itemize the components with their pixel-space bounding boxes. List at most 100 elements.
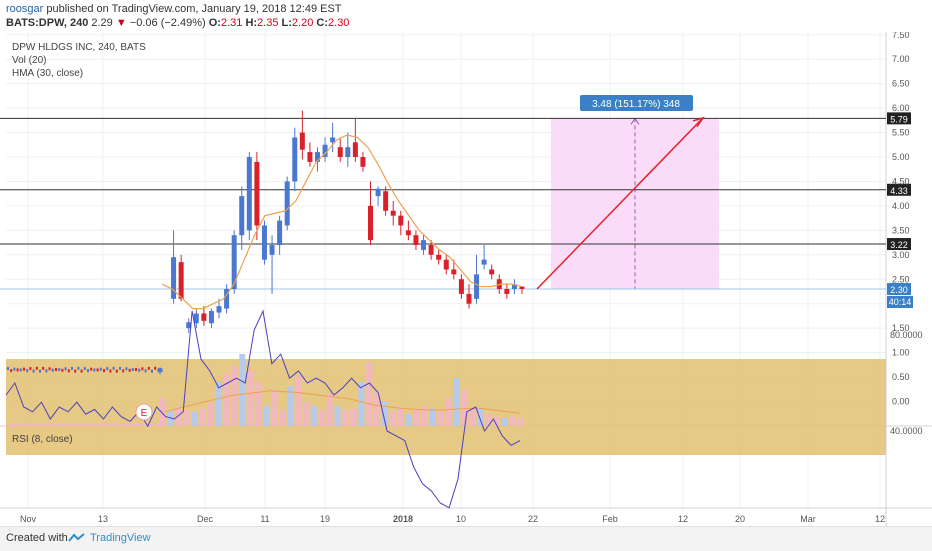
volume-bar <box>199 408 206 426</box>
high-value: 2.35 <box>257 17 279 29</box>
volume-bar <box>469 410 476 426</box>
volume-bar <box>24 424 27 426</box>
volume-bar <box>156 424 159 426</box>
candle-body <box>474 274 480 299</box>
candle-body <box>345 147 351 157</box>
axes: 0.000.501.001.502.002.503.003.504.004.50… <box>20 32 923 524</box>
publish-line: roosgar published on TradingView.com, Ja… <box>6 3 342 15</box>
volume-bar <box>461 390 468 426</box>
publish-text: published on TradingView.com, January 19… <box>46 3 342 15</box>
volume-bar <box>191 411 198 426</box>
legend-hma[interactable]: HMA (30, close) <box>12 68 84 79</box>
legend-volume[interactable]: Vol (20) <box>12 55 47 66</box>
volume-bar <box>271 390 278 426</box>
candle-body <box>224 289 230 309</box>
measure-badge-bg <box>580 95 693 111</box>
volume-bar <box>294 376 301 426</box>
volume-bar <box>28 424 31 426</box>
volume-bar <box>334 406 341 426</box>
horizontal-lines[interactable]: 5.79 4.33 3.22 <box>0 112 911 290</box>
price-tag-bg <box>887 283 911 296</box>
time-tick-label: Mar <box>800 514 816 524</box>
price-tick-label: 6.00 <box>892 103 910 113</box>
hline-label-bg <box>887 183 911 196</box>
price-tick-label: 6.50 <box>892 79 910 89</box>
down-arrow-icon: ▼ <box>115 17 127 29</box>
rsi-line <box>5 309 521 509</box>
price-tick-label: 0.00 <box>892 397 910 407</box>
volume-bar <box>96 424 99 426</box>
price-chart[interactable]: 5.794.333.22 0.000.501.001.502.002.503.0… <box>0 32 932 526</box>
legend-rsi[interactable]: RSI (8, close) <box>12 434 73 445</box>
volume-bar <box>302 402 309 426</box>
volume-bar <box>136 424 139 426</box>
volume-bar <box>152 424 155 426</box>
candle-body <box>405 230 411 236</box>
candle-body <box>178 262 184 299</box>
volume-bar <box>148 424 151 426</box>
candle-body <box>277 220 283 246</box>
candle-body <box>436 254 442 260</box>
volume-bar <box>318 410 325 426</box>
volume-bar <box>128 424 131 426</box>
volume-bar <box>64 424 67 426</box>
last-price: 2.29 <box>91 17 113 29</box>
volume-bar <box>44 424 47 426</box>
volume-bar <box>84 424 87 426</box>
volume-bar <box>485 414 492 426</box>
target-zone[interactable] <box>551 117 719 290</box>
candle-body <box>201 313 207 321</box>
candle-body <box>428 245 434 255</box>
high-label: H: <box>245 17 258 29</box>
volume-bar <box>112 424 115 426</box>
volume-bar <box>310 406 317 426</box>
volume-bar <box>32 424 35 426</box>
candle-body <box>519 286 525 290</box>
rsi-tick-label: 80.0000 <box>890 330 923 340</box>
volume-bar <box>255 382 262 426</box>
time-tick-label: Feb <box>602 514 618 524</box>
volume-bar <box>493 416 500 426</box>
candle-body <box>330 137 336 143</box>
close-label: C: <box>316 17 329 29</box>
volume-bar <box>374 392 381 426</box>
candle-body <box>269 245 275 255</box>
price-tick-label: 5.50 <box>892 128 910 138</box>
hline-label: 3.22 <box>890 240 908 250</box>
candle-body <box>383 191 389 211</box>
hline-label-bg <box>887 238 911 251</box>
time-tick-label: Nov <box>20 514 37 524</box>
tradingview-logo-icon <box>68 533 85 542</box>
chart-header: roosgar published on TradingView.com, Ja… <box>0 0 932 32</box>
volume-bar <box>509 416 516 426</box>
annotations: 2.30 40:14 3.48 (151.17%) 348 E <box>135 95 913 421</box>
countdown-label: 40:14 <box>889 297 912 307</box>
volume-bar <box>477 408 484 426</box>
volume-bar <box>421 406 428 426</box>
candle-body <box>307 152 313 162</box>
volume-bar <box>36 424 39 426</box>
candle-body <box>489 269 495 275</box>
author-link[interactable]: roosgar <box>6 3 44 15</box>
candle-body <box>443 259 449 270</box>
volume-bar <box>68 424 71 426</box>
candle-body <box>481 259 487 265</box>
volume-bars <box>8 354 523 426</box>
volume-bar <box>326 394 333 426</box>
tradingview-link[interactable]: TradingView <box>90 532 151 544</box>
volume-bar <box>48 424 51 426</box>
low-value: 2.20 <box>291 17 314 29</box>
candle-body <box>413 235 419 246</box>
volume-bar <box>382 402 389 426</box>
volume-ma-path <box>164 390 521 414</box>
time-tick-label: 13 <box>98 514 108 524</box>
footer: Created with TradingView <box>0 526 932 551</box>
volume-bar <box>183 410 190 426</box>
time-tick-label: 20 <box>735 514 745 524</box>
volume-bar <box>116 424 119 426</box>
price-tag-label: 2.30 <box>890 285 908 295</box>
volume-bar <box>76 424 79 426</box>
volume-bar <box>453 378 460 426</box>
volume-bar <box>437 411 444 426</box>
candle-body <box>322 144 328 157</box>
